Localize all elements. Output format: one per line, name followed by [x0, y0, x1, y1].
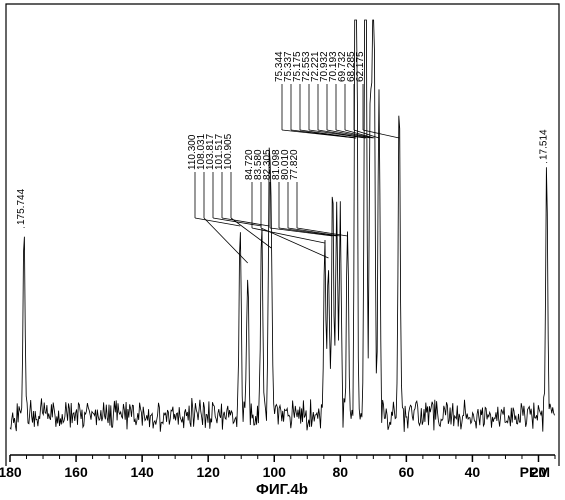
peak-label: 100.905 [223, 133, 234, 170]
x-tick-label: 60 [399, 464, 415, 480]
x-axis-unit: PPM [520, 464, 550, 480]
figure-caption: ФИГ.4b [256, 481, 308, 498]
x-tick-label: 180 [0, 464, 22, 480]
spectrum-svg: 18016014012010080604020PPM175.744110.300… [0, 0, 565, 500]
x-tick-label: 140 [130, 464, 154, 480]
x-tick-label: 40 [465, 464, 481, 480]
x-tick-label: 120 [197, 464, 221, 480]
x-tick-label: 80 [333, 464, 349, 480]
nmr-spectrum-figure: 18016014012010080604020PPM175.744110.300… [0, 0, 565, 500]
peak-label: 62.175 [355, 51, 366, 82]
peak-label: 77.820 [289, 149, 300, 180]
peak-label: 17.514 [539, 129, 550, 160]
peak-label: 175.744 [16, 188, 27, 225]
x-tick-label: 160 [64, 464, 88, 480]
x-tick-label: 100 [263, 464, 287, 480]
